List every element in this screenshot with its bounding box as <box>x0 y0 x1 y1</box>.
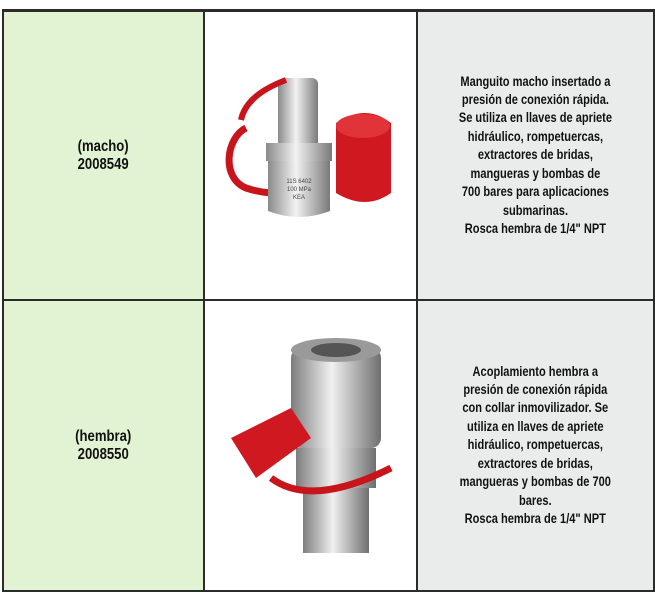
description-line: mangueras y bombas de <box>470 165 601 181</box>
description-line: presión de conexión rápida <box>463 382 608 398</box>
image-part: 11S 6402 100 MPa KEA <box>286 179 312 201</box>
description-line: Manguito macho insertado a <box>460 73 611 89</box>
image-cell: 11S 6402 100 MPa KEA <box>205 12 418 301</box>
description: Manguito macho insertado a presión de con… <box>459 73 612 239</box>
description-line: Rosca hembra de 1/4" NPT <box>464 220 607 236</box>
product-image <box>211 328 411 563</box>
description-line: Rosca hembra de 1/4" NPT <box>464 510 607 526</box>
engraving: 100 MPa <box>286 187 311 193</box>
label-cell: (hembra) 2008550 <box>4 301 205 592</box>
image-part: 11S 6402 100 MPa KEA <box>225 77 391 217</box>
description-cell: Manguito macho insertado a presión de con… <box>418 12 655 301</box>
product-code: 2008550 <box>77 445 130 463</box>
image-part <box>310 343 361 357</box>
engraving: 11S 6402 <box>286 179 312 185</box>
description-line: hidráulico, rompetuercas, <box>467 437 604 453</box>
description-line: con collar inmovilizador. Se <box>462 400 609 416</box>
label-text: (hembra) 2008550 <box>75 428 131 464</box>
description-cell: Acoplamiento hembra a presión de conexión… <box>418 301 655 592</box>
product-table: (macho) 2008549 11S 6402 100 MPa KEA Mangui… <box>2 9 655 592</box>
image-part <box>302 488 369 553</box>
page: {"table": {"rows": [ {"label": "(macho)"… <box>2 9 655 592</box>
image-part <box>230 338 393 553</box>
page-body: (macho) 2008549 11S 6402 100 MPa KEA Mangui… <box>2 9 655 592</box>
description-line: Se utiliza en llaves de apriete <box>458 110 613 126</box>
image-part <box>237 77 287 121</box>
image-part <box>335 114 390 138</box>
label-text: (macho) 2008549 <box>78 138 129 174</box>
label-cell: (macho) 2008549 <box>4 12 205 301</box>
image-part <box>267 161 330 217</box>
description-line: mangueras y bombas de 700 <box>459 474 612 490</box>
product-type: (macho) <box>77 137 130 155</box>
description-line: 700 bares para aplicaciones <box>461 184 610 200</box>
image-part <box>277 78 318 148</box>
description-line: presión de conexión rápida. <box>461 92 610 108</box>
image-cell <box>205 301 418 592</box>
description-line: extractores de bridas, <box>477 147 594 163</box>
image-part <box>265 143 332 161</box>
description-line: bares. <box>519 492 552 508</box>
product-code: 2008549 <box>77 155 130 173</box>
description-line: hidráulico, rompetuercas, <box>467 128 604 144</box>
image-part <box>230 408 311 478</box>
description-line: submarinas. <box>502 202 569 218</box>
description-line: utiliza en llaves de apriete <box>467 418 604 434</box>
image-part <box>268 464 393 495</box>
description: Acoplamiento hembra a presión de conexión… <box>460 363 611 529</box>
product-image: 11S 6402 100 MPa KEA <box>216 68 406 243</box>
product-type: (hembra) <box>75 427 132 445</box>
description-line: Acoplamiento hembra a <box>472 363 599 379</box>
engraving: KEA <box>292 195 304 201</box>
description-line: extractores de bridas, <box>477 455 594 471</box>
image-part <box>290 348 381 448</box>
